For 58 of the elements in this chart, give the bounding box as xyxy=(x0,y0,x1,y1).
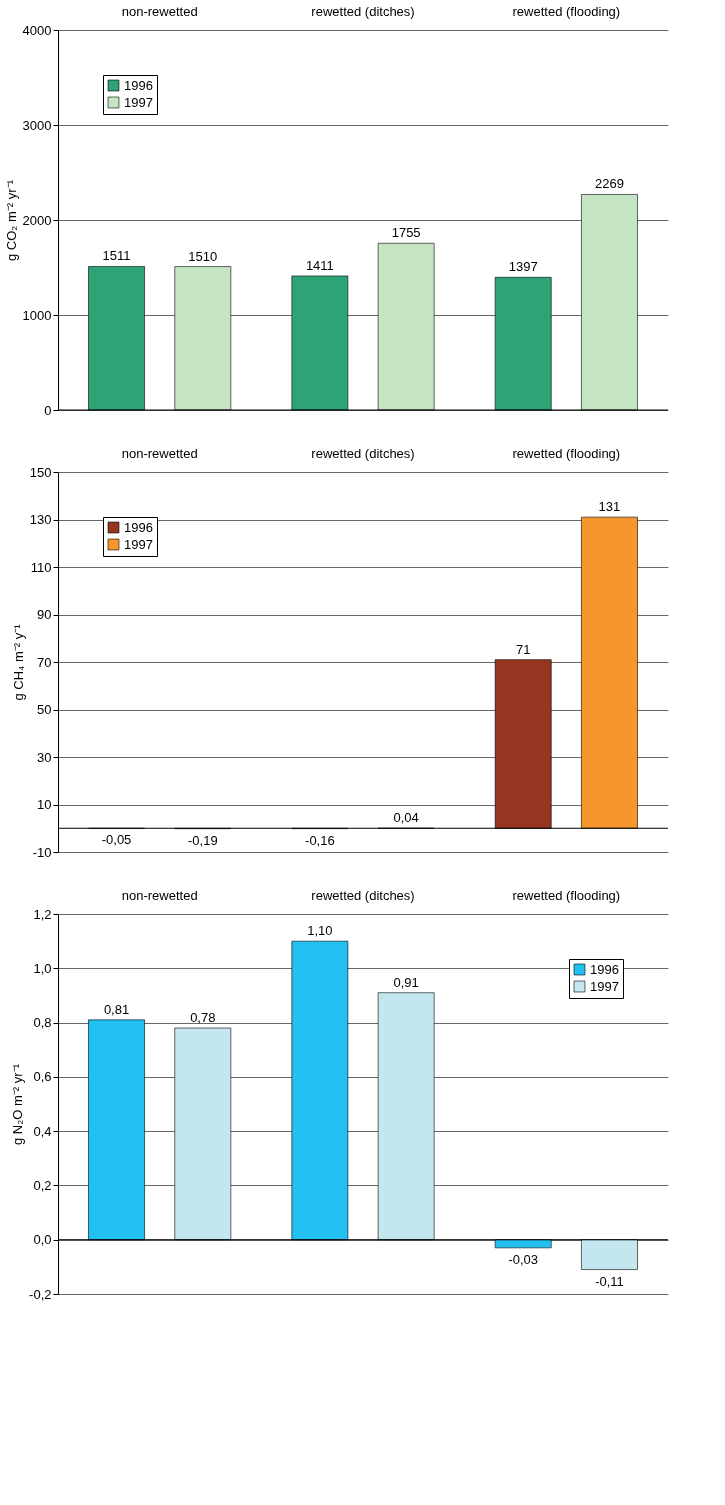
data-label: 1755 xyxy=(391,225,421,241)
data-label: 1511 xyxy=(102,248,131,264)
data-label: -0,11 xyxy=(595,1273,624,1289)
x-tick-label: rewetted (ditches) xyxy=(311,887,415,903)
data-label: 71 xyxy=(515,641,531,657)
x-tick-label: rewetted (flooding) xyxy=(512,445,621,461)
y-tick-label: 30 xyxy=(37,749,52,765)
x-tick-label: non-rewetted xyxy=(121,887,198,903)
data-label: 0,04 xyxy=(393,810,419,826)
y-tick-label: 0,0 xyxy=(33,1232,52,1248)
x-tick-label: rewetted (flooding) xyxy=(512,887,621,903)
legend-label: 1997 xyxy=(124,536,153,552)
data-label: -0,16 xyxy=(305,832,335,848)
data-label: 2269 xyxy=(595,176,624,192)
y-tick-label: 110 xyxy=(30,559,52,575)
y-tick-label: 90 xyxy=(37,607,52,622)
legend-label: 1996 xyxy=(124,77,153,93)
y-tick-label: 1,0 xyxy=(33,960,52,976)
y-tick-label: 0,2 xyxy=(33,1177,52,1193)
y-axis-title: g CH₄ m⁻² y⁻¹ xyxy=(10,623,26,701)
x-tick-label: non-rewetted xyxy=(121,445,198,461)
y-tick-label: 150 xyxy=(29,464,52,480)
data-label: -0,19 xyxy=(187,832,218,848)
data-label: -0,05 xyxy=(101,832,132,848)
x-tick-label: rewetted (ditches) xyxy=(311,3,415,19)
y-tick-label: -0,2 xyxy=(29,1286,52,1302)
y-tick-label: 10 xyxy=(37,797,52,812)
y-tick-label: 1000 xyxy=(22,307,52,323)
data-label: 1510 xyxy=(188,248,218,264)
data-label: 0,81 xyxy=(103,1001,130,1017)
x-tick-label: rewetted (flooding) xyxy=(512,3,621,19)
x-tick-label: rewetted (ditches) xyxy=(311,445,415,461)
legend-label: 1996 xyxy=(124,519,153,535)
legend-label: 1997 xyxy=(124,94,153,110)
y-axis-title: g CO₂ m⁻² yr⁻¹ xyxy=(3,179,19,261)
data-label: 1,10 xyxy=(307,923,333,939)
data-label: 1397 xyxy=(508,259,538,275)
data-label: 0,91 xyxy=(393,974,419,990)
y-tick-label: 0 xyxy=(44,402,52,418)
data-label: -0,03 xyxy=(508,1251,539,1267)
y-tick-label: 0,4 xyxy=(33,1123,52,1139)
data-label: 131 xyxy=(598,499,621,515)
y-tick-label: 70 xyxy=(37,654,52,670)
y-tick-label: -10 xyxy=(32,844,52,860)
legend-label: 1996 xyxy=(590,961,619,977)
y-tick-label: 4000 xyxy=(22,22,52,38)
y-tick-label: 50 xyxy=(37,702,52,717)
y-tick-label: 3000 xyxy=(22,117,52,133)
x-tick-label: non-rewetted xyxy=(121,3,198,19)
y-tick-label: 2000 xyxy=(22,212,52,228)
y-tick-label: 1,2 xyxy=(33,906,52,922)
y-axis-title: g N₂O m⁻² yr⁻¹ xyxy=(10,1063,26,1145)
data-label: 1411 xyxy=(305,257,334,273)
y-tick-label: 130 xyxy=(29,512,52,527)
y-tick-label: 0,8 xyxy=(33,1015,52,1031)
legend-label: 1997 xyxy=(590,978,619,994)
y-tick-label: 0,6 xyxy=(33,1069,52,1085)
data-label: 0,78 xyxy=(190,1010,216,1025)
